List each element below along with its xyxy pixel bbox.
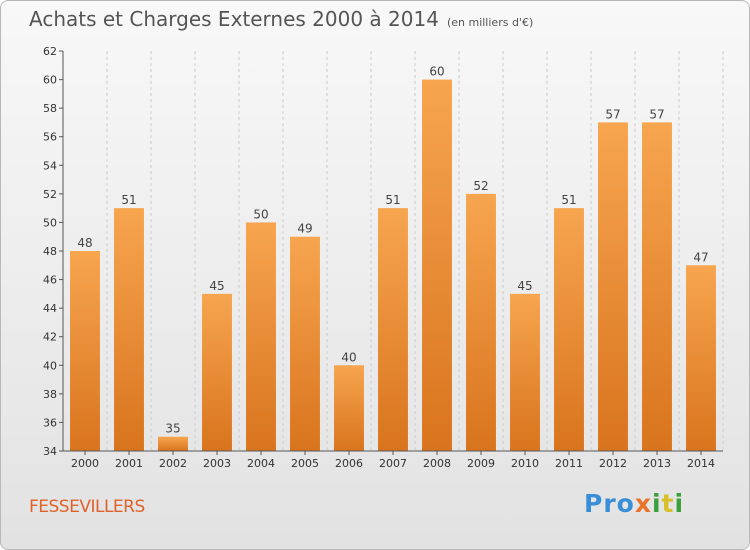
x-tick-label: 2009 bbox=[467, 457, 495, 470]
y-tick-label: 54 bbox=[43, 159, 57, 172]
bar-value-label: 52 bbox=[473, 179, 488, 193]
x-tick-label: 2004 bbox=[247, 457, 275, 470]
bar-2013 bbox=[642, 122, 672, 451]
y-tick-label: 40 bbox=[43, 359, 57, 372]
x-tick-label: 2008 bbox=[423, 457, 451, 470]
bar-value-label: 50 bbox=[253, 207, 268, 221]
bar-2011 bbox=[554, 208, 584, 451]
x-tick-label: 2001 bbox=[115, 457, 143, 470]
bar-2012 bbox=[598, 122, 628, 451]
y-tick-label: 58 bbox=[43, 102, 57, 115]
bar-value-label: 40 bbox=[341, 350, 356, 364]
bar-value-label: 51 bbox=[561, 193, 576, 207]
y-tick-label: 52 bbox=[43, 188, 57, 201]
bar-value-label: 57 bbox=[605, 107, 620, 121]
bar-value-label: 57 bbox=[649, 107, 664, 121]
y-tick-label: 38 bbox=[43, 388, 57, 401]
bar-2007 bbox=[378, 208, 408, 451]
y-tick-label: 48 bbox=[43, 245, 57, 258]
chart-title: Achats et Charges Externes 2000 à 2014 (e… bbox=[29, 7, 533, 31]
y-tick-label: 36 bbox=[43, 416, 57, 429]
bar-2004 bbox=[246, 222, 276, 451]
bar-2002 bbox=[158, 436, 188, 451]
y-tick-label: 34 bbox=[43, 445, 57, 458]
proxiti-logo[interactable]: Proxiti bbox=[584, 489, 685, 518]
bar-value-label: 51 bbox=[121, 193, 136, 207]
bar-value-label: 45 bbox=[517, 279, 532, 293]
x-tick-label: 2010 bbox=[511, 457, 539, 470]
bar-value-label: 48 bbox=[77, 236, 92, 250]
x-tick-label: 2011 bbox=[555, 457, 583, 470]
bar-2006 bbox=[334, 365, 364, 451]
y-tick-label: 62 bbox=[43, 45, 57, 58]
x-tick-label: 2012 bbox=[599, 457, 627, 470]
x-tick-label: 2006 bbox=[335, 457, 363, 470]
commune-name: FESSEVILLERS bbox=[29, 497, 145, 517]
x-tick-label: 2013 bbox=[643, 457, 671, 470]
bar-2008 bbox=[422, 79, 452, 452]
bar-2003 bbox=[202, 293, 232, 451]
bar-value-label: 60 bbox=[429, 65, 444, 79]
bar-2014 bbox=[686, 265, 716, 451]
bar-2000 bbox=[70, 251, 100, 451]
bar-value-label: 45 bbox=[209, 279, 224, 293]
bars-layer: 48 51 35 45 50 49 40 51 60 52 45 51 57 57 47 bbox=[70, 65, 716, 452]
bar-value-label: 51 bbox=[385, 193, 400, 207]
x-tick-label: 2005 bbox=[291, 457, 319, 470]
x-tick-label: 2002 bbox=[159, 457, 187, 470]
y-tick-label: 44 bbox=[43, 302, 57, 315]
bar-value-label: 35 bbox=[165, 422, 180, 436]
axis-layer: 34 36 38 40 42 44 46 48 50 52 54 56 58 60 62 2000 2001 20… bbox=[43, 45, 723, 470]
x-tick-label: 2014 bbox=[687, 457, 715, 470]
bar-2010 bbox=[510, 293, 540, 451]
x-tick-label: 2007 bbox=[379, 457, 407, 470]
y-tick-label: 42 bbox=[43, 331, 57, 344]
bar-2001 bbox=[114, 208, 144, 451]
y-tick-label: 60 bbox=[43, 74, 57, 87]
bar-value-label: 49 bbox=[297, 222, 312, 236]
chart-title-text: Achats et Charges Externes 2000 à 2014 bbox=[29, 7, 439, 31]
x-tick-label: 2003 bbox=[203, 457, 231, 470]
y-tick-label: 50 bbox=[43, 216, 57, 229]
y-tick-label: 46 bbox=[43, 274, 57, 287]
y-tick-label: 56 bbox=[43, 131, 57, 144]
chart-subtitle: (en milliers d'€) bbox=[446, 16, 534, 29]
x-tick-label: 2000 bbox=[71, 457, 99, 470]
bar-2005 bbox=[290, 236, 320, 451]
bar-2009 bbox=[466, 193, 496, 451]
bar-value-label: 47 bbox=[693, 250, 708, 264]
